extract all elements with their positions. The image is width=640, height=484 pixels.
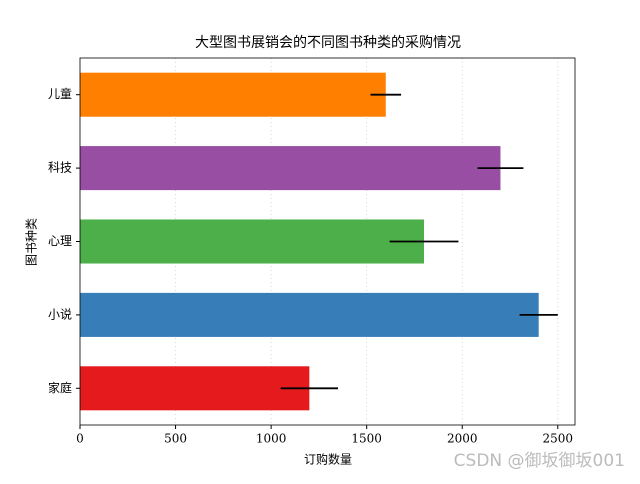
y-tick-label: 儿童 xyxy=(48,86,72,101)
bar xyxy=(80,72,386,117)
y-tick-label: 科技 xyxy=(48,161,72,175)
bar xyxy=(80,292,539,337)
x-tick-label: 500 xyxy=(164,432,187,446)
y-tick-label: 家庭 xyxy=(48,380,72,395)
x-tick-label: 0 xyxy=(76,432,84,446)
bar xyxy=(80,146,501,191)
watermark: CSDN @御坂御坂001 xyxy=(454,451,625,471)
x-tick-label: 1500 xyxy=(351,432,382,446)
y-tick-label: 小说 xyxy=(48,306,72,321)
x-tick-label: 1000 xyxy=(256,432,287,446)
bar xyxy=(80,219,425,264)
x-tick-label: 2500 xyxy=(543,432,574,446)
plot-frame xyxy=(79,57,576,426)
y-tick-label: 心理 xyxy=(48,234,72,248)
bar xyxy=(80,366,310,411)
y-axis-label: 图书种类 xyxy=(25,218,39,266)
chart-title: 大型图书展销会的不同图书种类的采购情况 xyxy=(195,35,461,51)
x-tick-label: 2000 xyxy=(447,432,478,446)
x-axis-label: 订购数量 xyxy=(304,452,352,467)
